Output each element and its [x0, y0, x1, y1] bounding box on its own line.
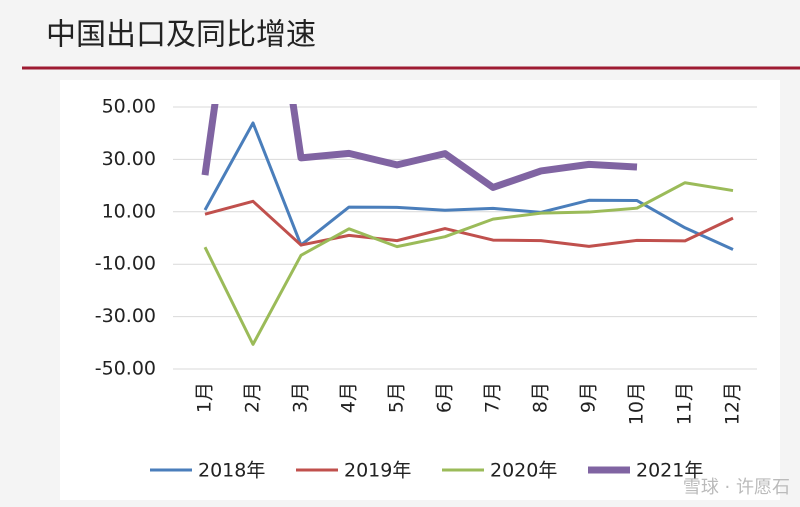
x-tick-label: 5月	[386, 382, 408, 413]
legend-label: 2020年	[490, 460, 557, 482]
chart-title: 中国出口及同比增速	[46, 18, 316, 53]
y-tick-label: -10.00	[95, 253, 156, 275]
x-tick-label: 10月	[626, 382, 648, 425]
watermark: 雪球 · 许愿石	[683, 477, 790, 498]
series-line	[204, 199, 734, 248]
x-tick-label: 3月	[290, 382, 312, 413]
x-tick-label: 6月	[434, 382, 456, 413]
plot-lines	[201, 104, 734, 346]
y-tick-label: 50.00	[102, 96, 156, 118]
legend-label: 2021年	[636, 460, 703, 482]
x-tick-label: 11月	[674, 382, 696, 425]
y-tick-label: -50.00	[95, 358, 156, 380]
plot-panel	[60, 80, 780, 500]
y-tick-label: 10.00	[102, 200, 156, 222]
x-tick-label: 2月	[242, 382, 264, 413]
x-tick-label: 4月	[338, 382, 360, 413]
legend-label: 2018年	[198, 460, 265, 482]
series-line	[201, 104, 638, 191]
x-tick-label: 7月	[482, 382, 504, 413]
x-tick-label: 9月	[578, 382, 600, 413]
y-tick-label: 30.00	[102, 148, 156, 170]
x-tick-label: 12月	[722, 382, 744, 425]
y-tick-label: -30.00	[95, 305, 156, 327]
series-line	[203, 181, 734, 346]
x-tick-label: 8月	[530, 382, 552, 413]
legend-label: 2019年	[344, 460, 411, 482]
x-tick-label: 1月	[194, 382, 216, 413]
